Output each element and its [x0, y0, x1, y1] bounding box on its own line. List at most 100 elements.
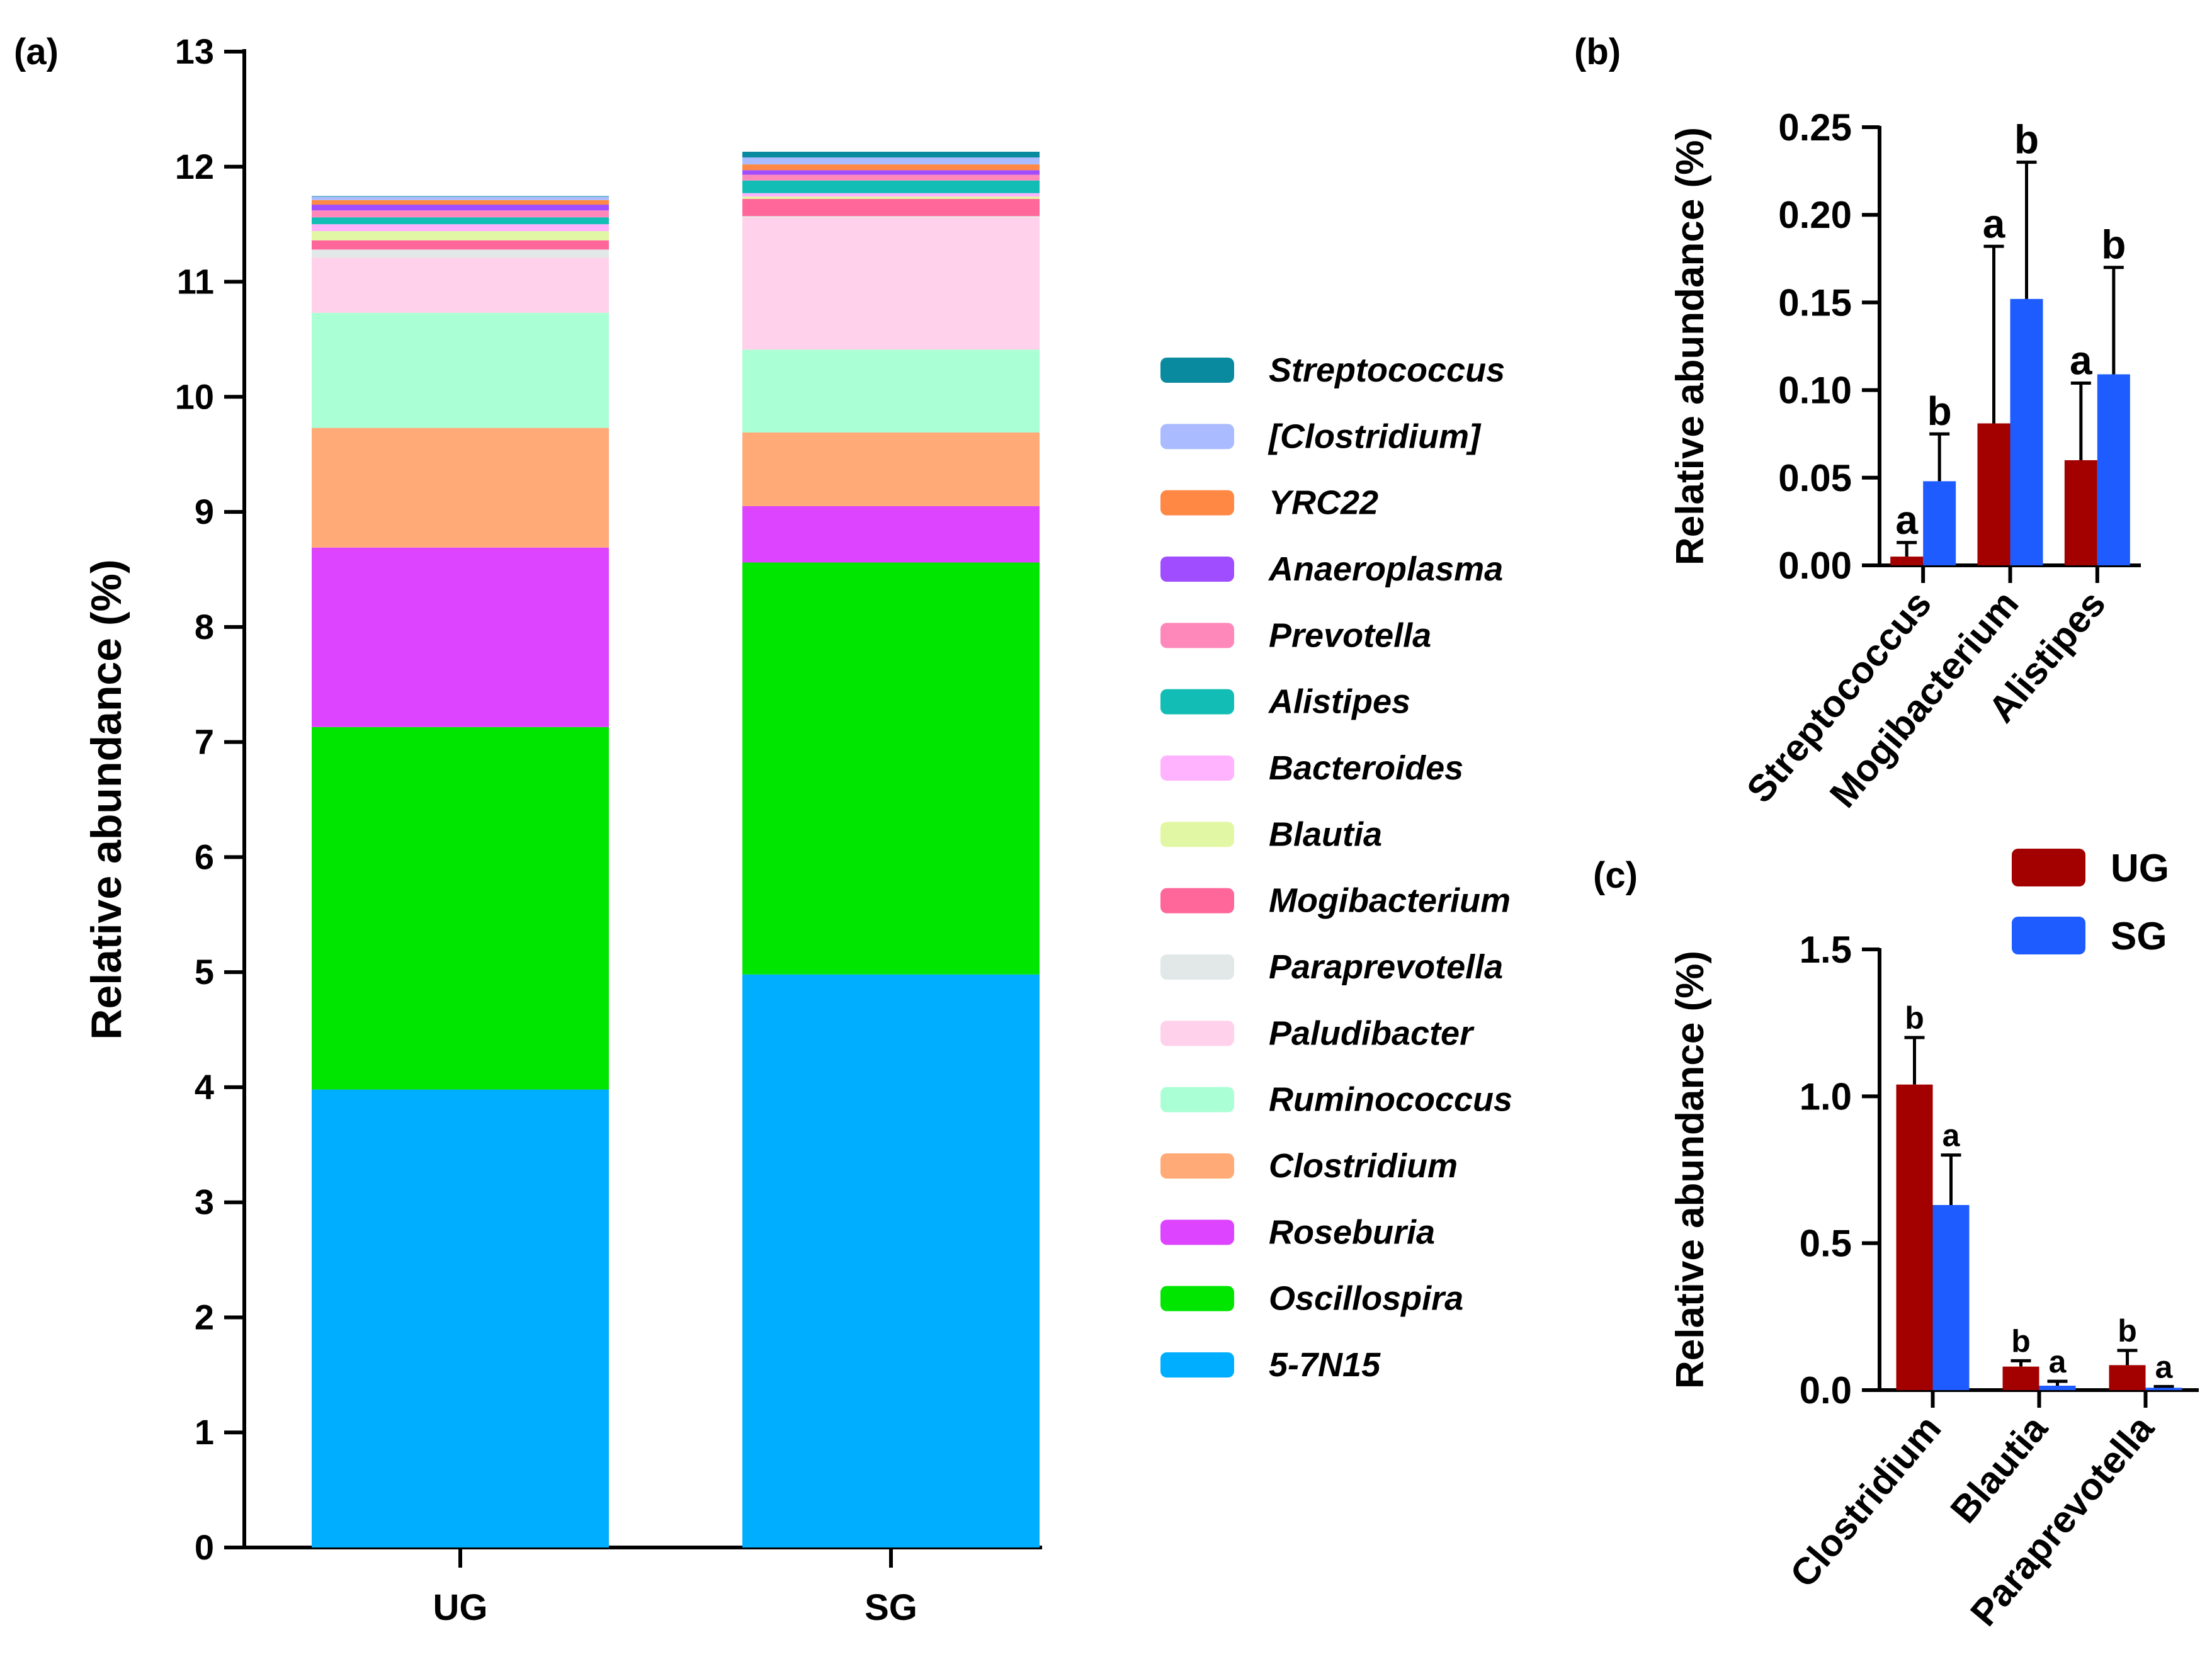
y-tick-label-a: 7	[195, 722, 214, 762]
legend-label-mogibacterium: Mogibacterium	[1269, 882, 1511, 920]
x-tick-label-c: Paraprevotella	[1962, 1407, 2162, 1634]
significance-letter-b: b	[2014, 117, 2039, 162]
y-tick-label-a: 5	[195, 952, 214, 992]
legend-label-paraprevotella: Paraprevotella	[1269, 948, 1503, 986]
panel-label-b: (b)	[1574, 31, 1621, 72]
bar-segment-mogibacterium-ug	[312, 240, 609, 250]
legend-swatch-alistipes	[1160, 689, 1234, 715]
significance-letter-c: a	[2155, 1349, 2174, 1384]
bar-segment-bacteroides-ug	[312, 224, 609, 232]
y-tick-label-a: 8	[195, 607, 214, 647]
legend-swatch-streptococcus	[1160, 358, 1234, 383]
y-tick-label-a: 10	[175, 376, 214, 416]
y-tick-label-b: 0.20	[1778, 194, 1852, 236]
legend-swatch-bacteroides	[1160, 755, 1234, 781]
legend-swatch-oscillospira	[1160, 1286, 1234, 1311]
significance-letter-c: a	[2049, 1344, 2067, 1379]
y-tick-label-b: 0.25	[1778, 106, 1852, 149]
bar-b-ug-alistipes	[2064, 460, 2097, 565]
significance-letter-c: b	[2011, 1323, 2031, 1359]
significance-letter-b: b	[2101, 222, 2126, 268]
y-tick-label-b: 0.05	[1778, 457, 1852, 499]
significance-letter-c: b	[2118, 1313, 2137, 1349]
y-tick-label-b: 0.15	[1778, 281, 1852, 324]
bar-segment-ruminococcus-sg	[742, 349, 1040, 433]
bar-segment-anaeroplasma-ug	[312, 205, 609, 211]
x-tick-label-a: SG	[865, 1587, 917, 1628]
legend-swatch-anaeroplasma	[1160, 557, 1234, 582]
legend-label-anaeroplasma: Anaeroplasma	[1268, 550, 1503, 588]
legend-label-alistipes: Alistipes	[1268, 683, 1410, 721]
bar-segment-roseburia-sg	[742, 506, 1040, 563]
bar-segment-streptococcus-sg	[742, 152, 1040, 158]
x-tick-label-c: Blautia	[1943, 1407, 2056, 1531]
legend-label-clostridium: Clostridium	[1269, 1147, 1458, 1185]
bar-segment-bacteroides-sg	[742, 193, 1040, 197]
y-tick-label-b: 0.10	[1778, 370, 1852, 412]
legend-swatch-blautia	[1160, 822, 1234, 847]
y-tick-label-a: 9	[195, 492, 214, 531]
bar-segment-paludibacter-ug	[312, 257, 609, 313]
legend-label-c-ug: UG	[2111, 847, 2169, 890]
bar-segment-paludibacter-sg	[742, 217, 1040, 350]
bar-segment-alistipes-sg	[742, 180, 1040, 193]
bar-c-ug-clostridium	[1896, 1084, 1933, 1390]
bar-segment-roseburia-ug	[312, 547, 609, 727]
bar-segment-5-7n15-ug	[312, 1089, 609, 1547]
legend-label-bacteroides: Bacteroides	[1269, 749, 1463, 787]
bar-b-sg-alistipes	[2097, 374, 2130, 565]
legend-swatch-prevotella	[1160, 623, 1234, 648]
legend-c: UG SG	[2012, 847, 2169, 958]
legend-label-paludibacter: Paludibacter	[1269, 1014, 1475, 1052]
bar-segment-yrc22-ug	[312, 200, 609, 205]
bar-c-ug-paraprevotella	[2109, 1365, 2146, 1390]
bar-c-sg-paraprevotella	[2145, 1388, 2182, 1390]
bar-segment-oscillospira-ug	[312, 727, 609, 1090]
y-tick-label-a: 11	[177, 262, 214, 302]
bar-chart-b: 0.000.050.100.150.200.25StreptococcusabM…	[1669, 106, 2141, 815]
y-tick-label-c: 1.0	[1800, 1075, 1852, 1117]
y-tick-label-a: 12	[175, 147, 214, 186]
bar-segment-mogibacterium-sg	[742, 198, 1040, 217]
legend-label-blautia: Blautia	[1269, 815, 1382, 853]
legend-swatch-clostridium	[1160, 424, 1234, 450]
bar-c-sg-blautia	[2039, 1386, 2076, 1390]
bar-segment-clostridium-ug	[312, 427, 609, 548]
y-axis-title-b: Relative abundance (%)	[1669, 127, 1712, 565]
bar-segment-paraprevotella-sg	[742, 216, 1040, 218]
significance-letter-b: a	[2070, 337, 2092, 383]
y-axis-title-a: Relative abundance (%)	[82, 559, 130, 1039]
y-tick-label-b: 0.00	[1778, 545, 1852, 587]
bar-segment-blautia-sg	[742, 196, 1040, 199]
legend-swatch-c-sg	[2012, 917, 2085, 954]
legend-label-prevotella: Prevotella	[1269, 616, 1431, 654]
bar-segment-prevotella-sg	[742, 174, 1040, 181]
bar-segment-oscillospira-sg	[742, 562, 1040, 975]
bar-segment-anaeroplasma-sg	[742, 170, 1040, 175]
x-tick-label-c: Clostridium	[1782, 1407, 1949, 1595]
legend-label-clostridium: [Clostridium]	[1268, 417, 1482, 455]
y-tick-label-a: 6	[195, 837, 214, 876]
bar-segment-ruminococcus-ug	[312, 312, 609, 428]
legend-label-c-sg: SG	[2111, 915, 2167, 958]
bar-b-ug-mogibacterium	[1977, 423, 2011, 565]
legend-label-roseburia: Roseburia	[1269, 1213, 1435, 1251]
significance-letter-c: b	[1905, 1000, 1924, 1036]
y-tick-label-a: 3	[195, 1182, 214, 1222]
legend-label-ruminococcus: Ruminococcus	[1269, 1081, 1512, 1119]
significance-letter-b: b	[1927, 388, 1952, 434]
panel-label-a: (a)	[14, 31, 59, 72]
bar-chart-c: 0.00.51.01.5ClostridiumbaBlautiabaParapr…	[1669, 929, 2199, 1634]
y-tick-label-c: 1.5	[1800, 929, 1852, 971]
bar-b-sg-mogibacterium	[2010, 298, 2043, 565]
legend-swatch-paludibacter	[1160, 1021, 1234, 1046]
legend-a: Streptococcus [Clostridium] YRC22 Anaeropla…	[1160, 351, 1512, 1384]
x-tick-label-a: UG	[433, 1587, 488, 1628]
panel-label-c: (c)	[1593, 855, 1638, 896]
y-tick-label-a: 2	[195, 1297, 214, 1337]
bar-segment-blautia-ug	[312, 231, 609, 240]
significance-letter-c: a	[1943, 1118, 1961, 1153]
legend-label-oscillospira: Oscillospira	[1269, 1280, 1463, 1318]
